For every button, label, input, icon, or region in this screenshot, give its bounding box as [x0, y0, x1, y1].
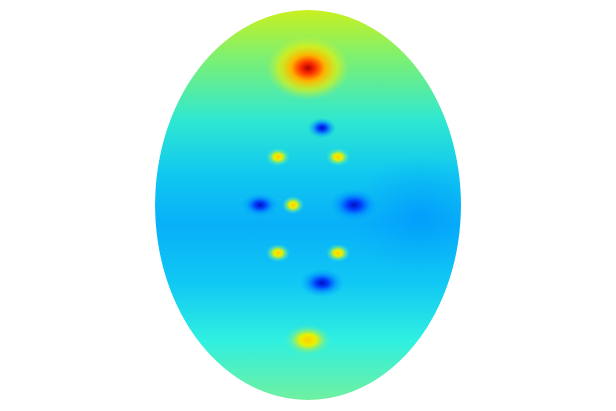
lower-right-peak [326, 244, 350, 262]
upper-right-peak [326, 148, 350, 166]
lower-left-peak [266, 244, 290, 262]
lower-minimum [300, 269, 344, 297]
upper-minimum [308, 118, 336, 138]
right-minimum [330, 189, 378, 221]
center-peak [282, 196, 304, 214]
top-maximum [266, 36, 350, 100]
upper-left-peak [266, 148, 290, 166]
right-low-region [350, 155, 461, 275]
bottom-peak [284, 324, 332, 356]
left-minimum [242, 193, 278, 217]
field-ellipse [155, 10, 461, 400]
